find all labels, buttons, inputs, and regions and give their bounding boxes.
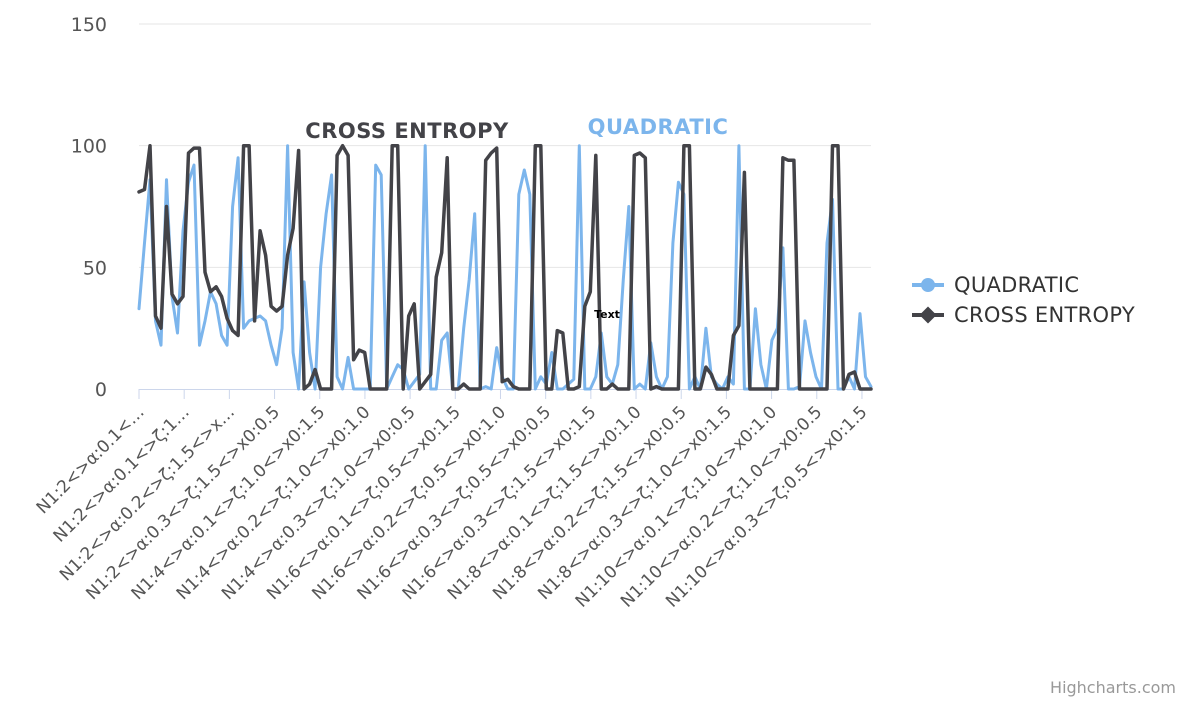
annotation-text: Text bbox=[594, 308, 620, 321]
legend-item-quadratic[interactable]: QUADRATIC bbox=[912, 273, 1079, 297]
legend-item-cross-entropy[interactable]: CROSS ENTROPY bbox=[912, 303, 1135, 327]
series-line-cross-entropy[interactable] bbox=[137, 143, 873, 391]
y-tick-label: 50 bbox=[83, 257, 107, 279]
legend: QUADRATIC CROSS ENTROPY bbox=[912, 273, 1135, 327]
legend-label-quadratic: QUADRATIC bbox=[954, 273, 1079, 297]
y-tick-label: 0 bbox=[95, 379, 107, 401]
x-axis: N1:2<>α:0.1<…N1:2<>α:0.1<>ζ:1…N1:2<>α:0.… bbox=[33, 389, 871, 612]
y-axis: 0 50 100 150 bbox=[71, 14, 107, 401]
series-layer bbox=[137, 143, 873, 391]
grid-lines bbox=[139, 23, 871, 268]
y-tick-label: 100 bbox=[71, 136, 107, 158]
legend-label-cross-entropy: CROSS ENTROPY bbox=[954, 303, 1135, 327]
annotation-quadratic: QUADRATIC bbox=[588, 115, 729, 139]
annotation-cross-entropy: CROSS ENTROPY bbox=[305, 119, 509, 143]
highcharts-credit[interactable]: Highcharts.com bbox=[1050, 678, 1176, 697]
y-tick-label: 150 bbox=[71, 14, 107, 36]
legend-marker-diamond bbox=[919, 306, 937, 324]
legend-marker-circle bbox=[921, 278, 935, 292]
